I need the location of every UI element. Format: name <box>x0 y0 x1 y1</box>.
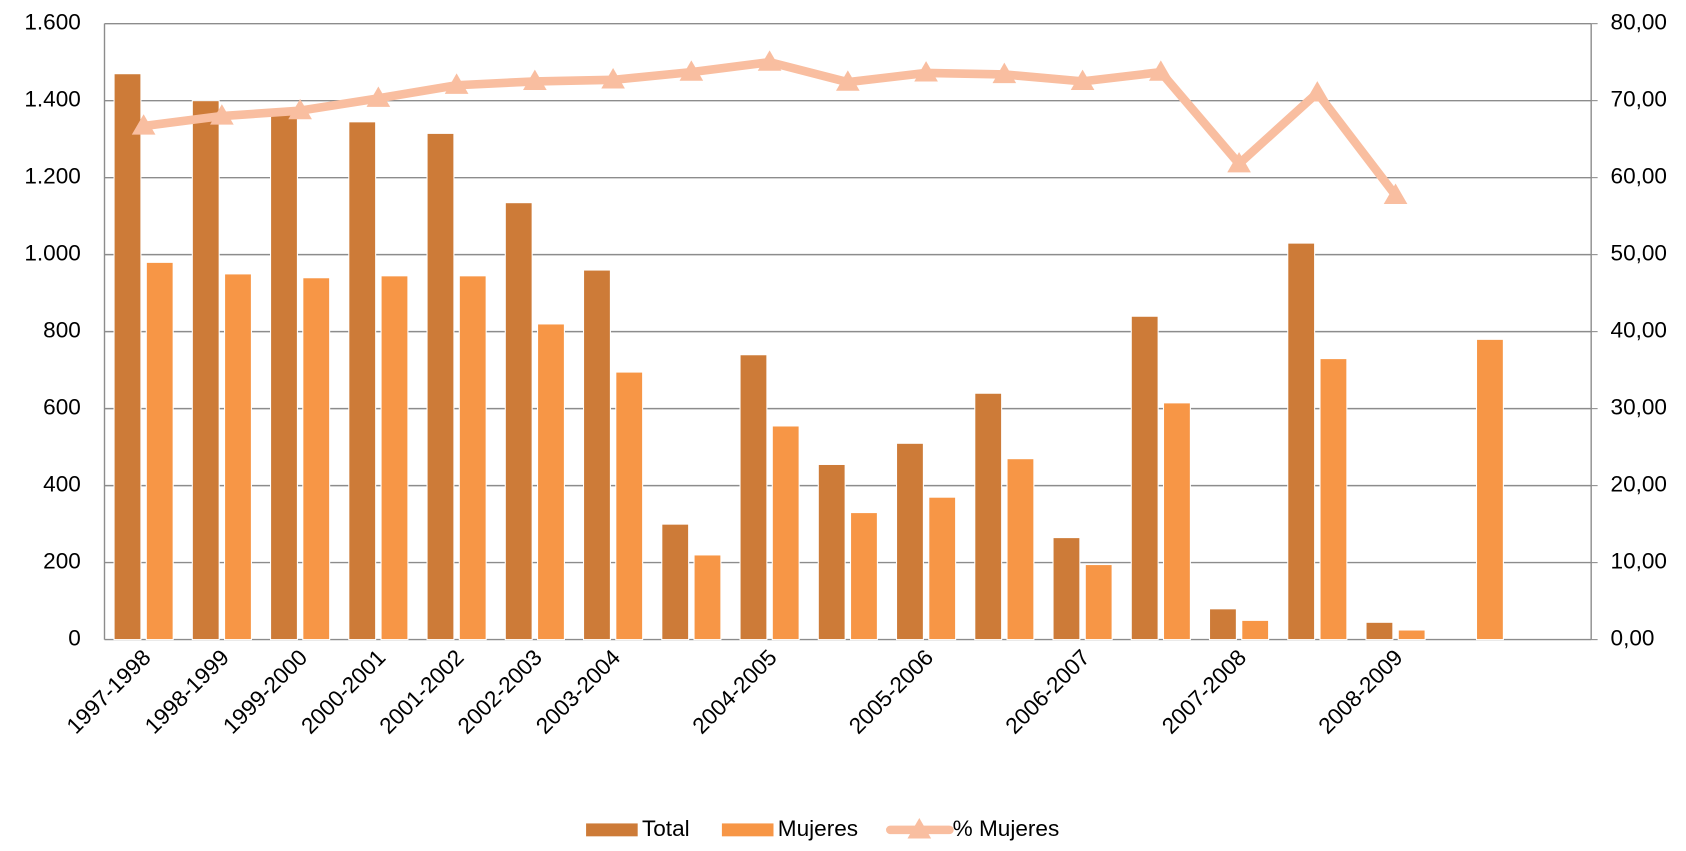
bar <box>1084 563 1113 641</box>
legend-label: % Mujeres <box>953 816 1060 841</box>
line-marker <box>836 70 860 91</box>
x-tick-label: 2001-2002 <box>375 645 469 739</box>
bar <box>895 442 924 641</box>
legend-swatch <box>721 823 774 837</box>
line-marker <box>757 50 782 71</box>
bar <box>1006 458 1035 641</box>
line-marker <box>914 61 938 82</box>
y2-tick-label: 50,00 <box>1611 241 1667 266</box>
bar <box>426 132 455 641</box>
y-tick-label: 0 <box>68 626 81 651</box>
bar <box>1208 608 1237 641</box>
bar <box>849 512 878 641</box>
line <box>143 57 1399 198</box>
line-marker <box>1383 183 1408 204</box>
x-tick-label: 2004-2005 <box>688 645 782 739</box>
bar <box>348 121 377 641</box>
legend-swatch <box>586 823 638 837</box>
y-tick-label: 400 <box>43 472 81 497</box>
x-tick-label: 1997-1998 <box>62 645 156 739</box>
bar <box>771 425 800 641</box>
bar <box>113 73 142 641</box>
y2-tick-label: 10,00 <box>1611 549 1667 574</box>
line-marker <box>1227 151 1251 173</box>
y2-tick-label: 20,00 <box>1611 472 1667 497</box>
bar <box>302 277 331 641</box>
line-marker <box>131 114 156 135</box>
y2-tick-label: 0,00 <box>1611 626 1655 651</box>
bar <box>537 323 565 641</box>
y-tick-label: 200 <box>43 549 81 574</box>
line-marker <box>288 98 312 120</box>
bar <box>928 496 957 641</box>
x-tick-label: 2000-2001 <box>296 645 390 739</box>
y2-tick-label: 60,00 <box>1611 164 1667 189</box>
y-tick-label: 1.600 <box>24 10 80 35</box>
legend-label: Mujeres <box>778 816 858 841</box>
bar <box>1130 315 1159 641</box>
y-tick-label: 1.000 <box>24 241 80 266</box>
bar <box>693 554 722 641</box>
line-marker <box>1305 81 1330 102</box>
bar <box>1162 402 1191 641</box>
y-tick-label: 800 <box>43 318 81 343</box>
line-marker <box>366 86 391 107</box>
bar <box>191 100 220 641</box>
y2-tick-label: 30,00 <box>1611 395 1667 420</box>
bar <box>270 111 298 641</box>
y2-tick-label: 70,00 <box>1611 87 1667 112</box>
bar <box>582 269 611 641</box>
line-marker <box>679 60 704 81</box>
bar <box>615 371 644 641</box>
y-tick-label: 1.400 <box>24 87 80 112</box>
legend-item: Total <box>586 816 690 841</box>
bar <box>458 275 487 641</box>
bar <box>145 261 174 641</box>
x-tick-label: 2007-2008 <box>1157 645 1251 739</box>
bar <box>1319 358 1348 641</box>
bar <box>380 275 409 641</box>
line-marker <box>601 68 625 89</box>
bar <box>1475 338 1504 641</box>
bar <box>1241 619 1270 641</box>
y-tick-label: 600 <box>43 395 81 420</box>
x-tick-label: 1999-2000 <box>218 645 312 739</box>
legend-marker <box>907 818 932 839</box>
bar <box>739 354 768 641</box>
bar <box>224 273 252 641</box>
line-marker <box>523 69 547 90</box>
bar <box>1052 537 1081 641</box>
bar <box>1397 629 1426 641</box>
legend-item: Mujeres <box>721 816 858 841</box>
x-tick-label: 2005-2006 <box>844 645 938 739</box>
line-marker <box>1070 69 1095 90</box>
y2-tick-label: 40,00 <box>1611 318 1667 343</box>
legend-item: % Mujeres <box>885 816 1060 841</box>
bar <box>1365 621 1394 641</box>
x-tick-label: 1998-1999 <box>140 645 234 739</box>
bar <box>974 392 1003 641</box>
x-tick-label: 2003-2004 <box>531 645 625 739</box>
x-tick-label: 2002-2003 <box>453 645 547 739</box>
line-marker <box>992 62 1017 84</box>
x-tick-label: 2008-2009 <box>1314 645 1408 739</box>
legend-label: Total <box>642 816 690 841</box>
line-marker <box>444 73 469 94</box>
bar <box>661 523 690 641</box>
y-tick-label: 1.200 <box>24 164 80 189</box>
bar <box>817 463 846 641</box>
y2-tick-label: 80,00 <box>1611 10 1667 35</box>
bar <box>1287 242 1316 641</box>
x-tick-label: 2006-2007 <box>1001 645 1095 739</box>
line-marker <box>210 104 234 125</box>
line-marker <box>1148 60 1173 81</box>
bar <box>504 202 533 641</box>
